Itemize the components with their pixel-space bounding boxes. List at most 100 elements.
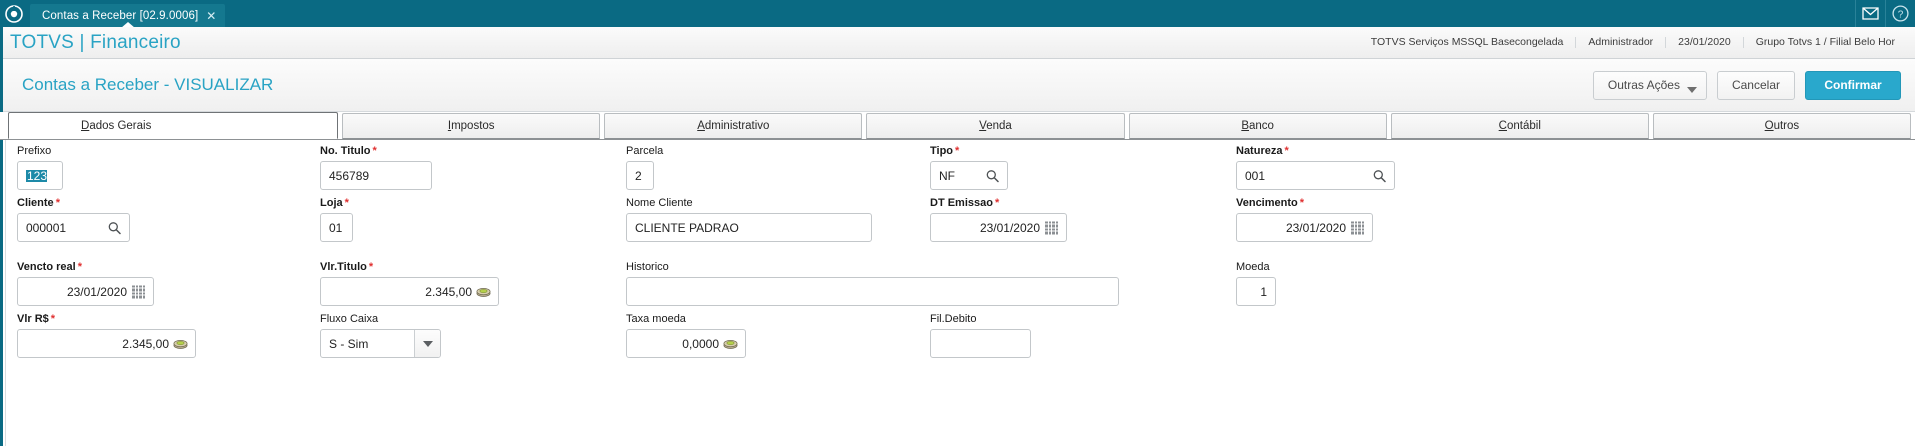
field-tipo: Tipo * NF — [930, 145, 1008, 190]
form-inner-divider — [5, 140, 6, 446]
fluxo-caixa-select[interactable]: S - Sim — [320, 329, 441, 358]
field-moeda-label: Moeda — [1236, 261, 1270, 273]
help-icon[interactable]: ? — [1885, 0, 1915, 27]
taxa-moeda-input[interactable]: 0,0000 — [626, 329, 746, 358]
window-tab-label: Contas a Receber [02.9.0006] — [42, 9, 199, 22]
calendar-icon[interactable] — [131, 284, 146, 299]
tab-caret-indicator — [120, 22, 135, 28]
tab-venda[interactable]: Venda — [866, 113, 1125, 139]
chevron-down-icon[interactable] — [1686, 86, 1697, 93]
loja-input[interactable]: 01 — [320, 213, 353, 242]
tab-outros-rest: utros — [1773, 120, 1800, 132]
vencto-real-input[interactable]: 23/01/2020 — [17, 277, 154, 306]
confirm-button[interactable]: Confirmar — [1805, 70, 1901, 100]
vencimento-input[interactable]: 23/01/2020 — [1236, 213, 1373, 242]
field-taxa-moeda-label: Taxa moeda — [626, 313, 686, 325]
parcela-value: 2 — [635, 169, 642, 182]
vlr-titulo-value: 2.345,00 — [425, 285, 472, 298]
field-fil-debito-label: Fil.Debito — [930, 313, 977, 325]
historico-input[interactable] — [626, 277, 1119, 306]
field-historico: Historico — [626, 261, 1119, 306]
session-context-group: TOTVS Serviços MSSQL Basecongelada Admin… — [1359, 27, 1915, 59]
form-tabstrip: Dados Gerais Impostos Administrativo Ven… — [0, 112, 1915, 140]
chevron-down-icon[interactable] — [414, 330, 440, 357]
no-titulo-value: 456789 — [329, 169, 370, 182]
vlr-titulo-input[interactable]: 2.345,00 — [320, 277, 499, 306]
calendar-icon[interactable] — [1044, 220, 1059, 235]
field-parcela: Parcela 2 — [626, 145, 663, 190]
fil-debito-input[interactable] — [930, 329, 1031, 358]
vencimento-value: 23/01/2020 — [1285, 221, 1346, 234]
nome-cliente-input[interactable]: CLIENTE PADRAO — [626, 213, 872, 242]
field-loja-label: Loja * — [320, 197, 349, 209]
natureza-input[interactable]: 001 — [1236, 161, 1395, 190]
field-taxa-moeda: Taxa moeda 0,0000 — [626, 313, 746, 358]
tab-dados-gerais[interactable]: Dados Gerais — [8, 112, 339, 139]
field-prefixo: Prefixo 123 — [17, 145, 63, 190]
tab-banco-rest: anco — [1249, 120, 1274, 132]
window-tab-contas-a-receber[interactable]: Contas a Receber [02.9.0006] ✕ — [30, 4, 226, 28]
field-nome-cliente-label: Nome Cliente — [626, 197, 693, 209]
tab-banco[interactable]: Banco — [1128, 113, 1387, 139]
mail-icon[interactable] — [1855, 0, 1885, 27]
parcela-input[interactable]: 2 — [626, 161, 654, 190]
prefixo-input[interactable]: 123 — [17, 161, 63, 190]
tipo-input[interactable]: NF — [930, 161, 1008, 190]
close-icon[interactable]: ✕ — [206, 8, 217, 23]
search-icon[interactable] — [107, 220, 122, 235]
form-dados-gerais: Prefixo 123 No. Titulo * 456789 Parcela 2… — [0, 140, 1915, 446]
calendar-icon[interactable] — [1350, 220, 1365, 235]
field-vencto-real: Vencto real * 23/01/2020 — [17, 261, 154, 306]
svg-text:?: ? — [1898, 9, 1904, 20]
tab-venda-rest: enda — [986, 120, 1012, 132]
field-vlr-rs-label: Vlr R$ * — [17, 313, 56, 325]
money-icon[interactable] — [723, 336, 738, 351]
field-dt-emissao: DT Emissao * 23/01/2020 — [930, 197, 1067, 242]
cliente-input[interactable]: 000001 — [17, 213, 130, 242]
tab-impostos[interactable]: Impostos — [342, 113, 601, 139]
brand-bar: TOTVS | Financeiro TOTVS Serviços MSSQL … — [0, 27, 1915, 59]
other-actions-button[interactable]: Outras Ações — [1592, 70, 1707, 100]
tipo-value: NF — [939, 169, 955, 182]
money-icon[interactable] — [476, 284, 491, 299]
tab-dados-gerais-rest: ados Gerais — [89, 119, 152, 132]
moeda-input[interactable]: 1 — [1236, 277, 1276, 306]
field-no-titulo: No. Titulo * 456789 — [320, 145, 432, 190]
field-tipo-label: Tipo * — [930, 145, 960, 157]
prefixo-value: 123 — [26, 169, 48, 182]
search-icon[interactable] — [1372, 168, 1387, 183]
page-title: Contas a Receber - VISUALIZAR — [22, 75, 274, 94]
field-prefixo-label: Prefixo — [17, 145, 52, 157]
natureza-value: 001 — [1245, 169, 1266, 182]
page-accent-stripe — [0, 59, 3, 112]
field-fluxo-caixa: Fluxo Caixa S - Sim — [320, 313, 441, 358]
tab-outros[interactable]: Outros — [1652, 113, 1911, 139]
dt-emissao-input[interactable]: 23/01/2020 — [930, 213, 1067, 242]
no-titulo-input[interactable]: 456789 — [320, 161, 432, 190]
nome-cliente-value: CLIENTE PADRAO — [635, 221, 739, 234]
field-loja: Loja * 01 — [320, 197, 353, 242]
moeda-value: 1 — [1260, 285, 1267, 298]
page-action-buttons: Outras Ações Cancelar Confirmar — [1592, 70, 1915, 100]
field-vlr-rs: Vlr R$ * 2.345,00 — [17, 313, 196, 358]
context-user: Administrador — [1575, 37, 1665, 48]
field-fil-debito: Fil.Debito — [930, 313, 1031, 358]
cancel-button[interactable]: Cancelar — [1716, 70, 1795, 100]
application-title-bar: Contas a Receber [02.9.0006] ✕ ? — [0, 0, 1915, 28]
app-bar-actions: ? — [1855, 0, 1915, 27]
brand-title: TOTVS | Financeiro — [10, 31, 181, 53]
vencto-real-value: 23/01/2020 — [66, 285, 127, 298]
search-icon[interactable] — [985, 168, 1000, 183]
tab-contabil[interactable]: Contábil — [1390, 113, 1649, 139]
cliente-value: 000001 — [26, 221, 67, 234]
vlr-rs-input[interactable]: 2.345,00 — [17, 329, 196, 358]
tab-impostos-rest: mpostos — [451, 120, 495, 132]
tab-administrativo[interactable]: Administrativo — [604, 113, 863, 139]
vlr-rs-value: 2.345,00 — [122, 337, 169, 350]
field-moeda: Moeda 1 — [1236, 261, 1276, 306]
money-icon[interactable] — [173, 336, 188, 351]
totvs-logo-icon[interactable] — [0, 0, 28, 27]
field-fluxo-caixa-label: Fluxo Caixa — [320, 313, 379, 325]
field-cliente-label: Cliente * — [17, 197, 60, 209]
tab-administrativo-rest: dministrativo — [704, 120, 770, 132]
